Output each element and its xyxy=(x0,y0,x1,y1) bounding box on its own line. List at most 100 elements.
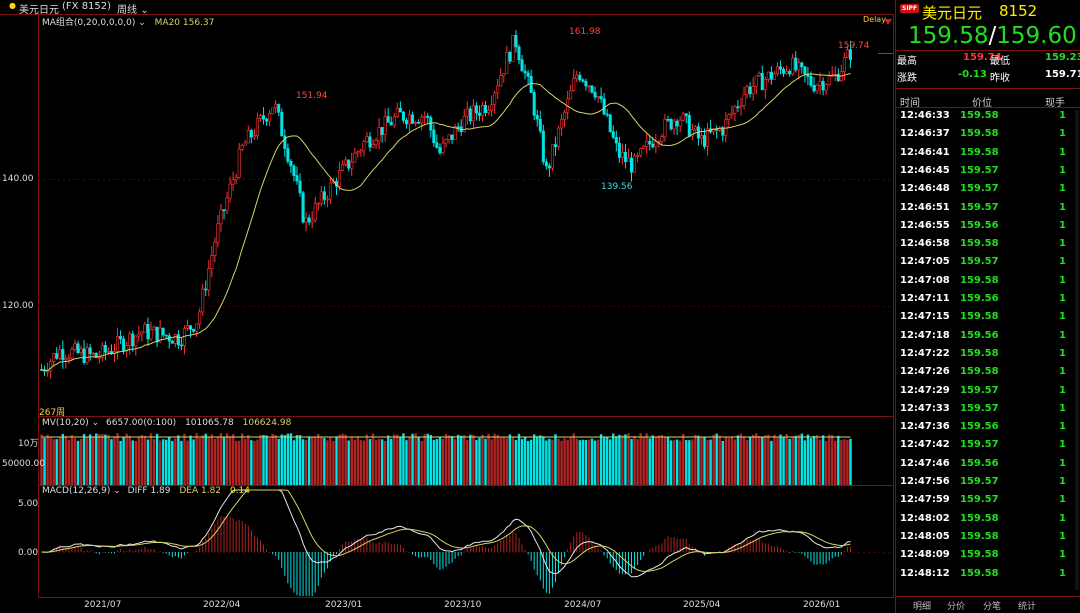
candle-body xyxy=(626,157,630,162)
volume-bar xyxy=(383,440,387,485)
volume-bar xyxy=(225,433,229,485)
tick-row[interactable]: 12:46:48 159.57 1 xyxy=(897,183,1080,201)
volume-bar xyxy=(216,436,220,485)
tick-row[interactable]: 12:47:15 159.58 1 xyxy=(897,311,1080,329)
volume-bar xyxy=(572,433,575,485)
tick-row[interactable]: 12:46:45 159.57 1 xyxy=(897,165,1080,183)
volume-bar xyxy=(724,437,728,485)
candle-body xyxy=(82,348,86,363)
tick-price: 159.58 xyxy=(960,549,999,561)
chart-header: ● 美元日元 (FX 8152) 周线 ⌄ xyxy=(0,0,893,16)
volume-bar xyxy=(55,439,58,485)
tick-row[interactable]: 12:47:11 159.56 1 xyxy=(897,293,1080,311)
tick-row[interactable]: 12:48:09 159.58 1 xyxy=(897,549,1080,567)
tick-row[interactable]: 12:46:51 159.57 1 xyxy=(897,202,1080,220)
tick-row[interactable]: 12:46:33 159.58 1 xyxy=(897,110,1080,128)
candle-body xyxy=(356,151,360,154)
candle-body xyxy=(243,142,247,146)
tick-row[interactable]: 12:48:12 159.58 1 xyxy=(897,568,1080,586)
candle-body xyxy=(608,114,612,132)
volume-bar xyxy=(615,436,618,485)
tick-row[interactable]: 12:47:26 159.58 1 xyxy=(897,366,1080,384)
volume-bar xyxy=(146,439,150,485)
tick-row[interactable]: 12:46:41 159.58 1 xyxy=(897,147,1080,165)
candle-body xyxy=(477,112,481,116)
tick-row[interactable]: 12:47:08 159.58 1 xyxy=(897,275,1080,293)
candle-body xyxy=(465,108,469,117)
macd-indicator-label[interactable]: MACD(12,26,9) ⌄ DIFF 1.89 DEA 1.82 0.14 xyxy=(42,486,250,496)
volume-bar xyxy=(204,433,207,485)
x-axis-label: 2025/04 xyxy=(683,600,721,610)
candle-body xyxy=(131,333,135,347)
candle-body xyxy=(222,209,226,212)
price-tick: 140.00 xyxy=(2,174,34,184)
volume-bar xyxy=(709,439,712,485)
ma-indicator-label[interactable]: MA组合(0,20,0,0,0,0) ⌄ MA20 156.37 xyxy=(42,18,215,28)
volume-bar xyxy=(688,440,691,485)
tick-row[interactable]: 12:47:42 159.57 1 xyxy=(897,439,1080,457)
tick-price: 159.58 xyxy=(960,347,999,359)
tick-volume: 1 xyxy=(1059,274,1066,286)
tick-row[interactable]: 12:48:05 159.58 1 xyxy=(897,531,1080,549)
candle-body xyxy=(161,327,165,336)
tab-price-distribution[interactable]: 分价 xyxy=(947,602,966,612)
period-selector[interactable]: 周线 ⌄ xyxy=(117,5,149,16)
tick-row[interactable]: 12:47:18 159.56 1 xyxy=(897,330,1080,348)
chart-canvas[interactable] xyxy=(0,0,895,613)
candle-body xyxy=(280,111,284,137)
tick-row[interactable]: 12:47:29 159.57 1 xyxy=(897,385,1080,403)
tab-detail[interactable]: 明细 xyxy=(913,602,932,612)
candle-body xyxy=(76,343,80,353)
volume-indicator-label[interactable]: MV(10,20) ⌄ 6657.00(0:100) 101065.78 106… xyxy=(42,418,292,428)
tick-row[interactable]: 12:46:55 159.56 1 xyxy=(897,220,1080,238)
tick-volume: 1 xyxy=(1059,567,1066,579)
volume-bar xyxy=(88,434,92,485)
volume-bar xyxy=(815,435,819,485)
ticks-scrollbar[interactable] xyxy=(1075,110,1079,590)
candle-body xyxy=(745,86,749,95)
tick-row[interactable]: 12:47:33 159.57 1 xyxy=(897,403,1080,421)
candle-body xyxy=(411,114,415,124)
volume-bar xyxy=(447,435,451,485)
volume-bar xyxy=(155,433,159,485)
candle-body xyxy=(225,197,229,211)
candle-body xyxy=(231,179,235,185)
tick-row[interactable]: 12:47:22 159.58 1 xyxy=(897,348,1080,366)
volume-bar xyxy=(423,434,426,485)
tick-row[interactable]: 12:47:36 159.56 1 xyxy=(897,421,1080,439)
tick-row[interactable]: 12:48:02 159.58 1 xyxy=(897,513,1080,531)
candle-body xyxy=(672,120,676,130)
tick-price: 159.56 xyxy=(960,329,999,341)
tick-row[interactable]: 12:47:05 159.57 1 xyxy=(897,256,1080,274)
tick-volume: 1 xyxy=(1059,293,1066,304)
volume-bar xyxy=(207,436,211,485)
tick-volume: 1 xyxy=(1059,476,1066,487)
x-axis-label: 2026/01 xyxy=(803,600,841,610)
tick-row[interactable]: 12:47:56 159.57 1 xyxy=(897,476,1080,494)
candle-body xyxy=(322,191,326,200)
volume-bar xyxy=(125,433,128,485)
volume-bar xyxy=(362,440,366,485)
tick-row[interactable]: 12:47:46 159.56 1 xyxy=(897,458,1080,476)
volume-bar xyxy=(420,440,423,485)
delay-label: Delay xyxy=(863,15,886,24)
candle-body xyxy=(198,311,202,325)
candle-body xyxy=(344,159,348,165)
tick-row[interactable]: 12:47:59 159.57 1 xyxy=(897,494,1080,512)
candle-body xyxy=(642,146,646,149)
tick-row[interactable]: 12:46:58 159.58 1 xyxy=(897,238,1080,256)
candle-body xyxy=(404,120,408,125)
tick-row[interactable]: 12:46:37 159.58 1 xyxy=(897,128,1080,146)
volume-bar xyxy=(511,436,515,485)
candle-body xyxy=(103,345,107,353)
chevron-down-icon: ⌄ xyxy=(138,18,146,28)
candle-body xyxy=(706,128,710,147)
candle-body xyxy=(341,164,345,171)
tab-trades[interactable]: 分笔 xyxy=(983,602,1002,612)
tick-time: 12:46:55 xyxy=(900,219,950,231)
tab-statistics[interactable]: 统计 xyxy=(1018,602,1037,612)
volume-bar xyxy=(624,434,627,485)
candle-body xyxy=(216,223,220,243)
volume-bar xyxy=(472,434,475,485)
volume-bar xyxy=(76,440,80,485)
